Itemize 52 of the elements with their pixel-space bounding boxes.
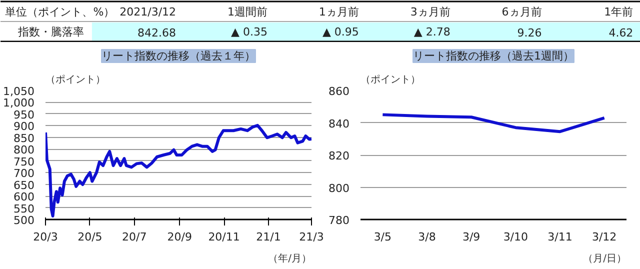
x-tick-label: 20/9 xyxy=(167,230,192,244)
x-axis-title: （月/日） xyxy=(583,254,627,264)
x-tick-label: 3/5 xyxy=(374,230,392,244)
x-tick-label: 3/8 xyxy=(418,230,436,244)
y-tick-label: 1,000 xyxy=(3,96,35,110)
y-axis-title: （ポイント） xyxy=(360,74,420,86)
y-axis-title: （ポイント） xyxy=(46,74,106,86)
x-tick-label: 21/1 xyxy=(256,230,281,244)
x-tick-label: 20/3 xyxy=(33,230,58,244)
y-tick-label: 860 xyxy=(328,85,350,98)
text: 単位（ポイント、%） xyxy=(5,6,115,19)
x-axis-title: （年/月） xyxy=(268,252,312,264)
y-tick-label: 500 xyxy=(14,214,35,227)
text: ▲ 0.95 xyxy=(322,26,359,38)
y-tick-label: 550 xyxy=(14,202,35,216)
y-tick-label: 840 xyxy=(328,117,350,130)
x-tick-label: 20/7 xyxy=(122,230,147,244)
y-tick-label: 950 xyxy=(14,108,35,122)
x-tick-label: 3/9 xyxy=(462,230,480,244)
line-series xyxy=(381,113,606,134)
text: 2021/3/12 xyxy=(120,6,176,19)
y-tick-label: 750 xyxy=(14,155,35,168)
y-tick-label: 800 xyxy=(328,182,350,195)
text: ▲ 0.35 xyxy=(231,26,268,38)
y-tick-label: 650 xyxy=(14,178,35,192)
x-tick-label: 3/12 xyxy=(592,230,617,244)
x-tick-label: 3/11 xyxy=(548,230,572,244)
line-series xyxy=(46,124,312,218)
text: 6ヵ月前 xyxy=(502,6,542,19)
y-tick-label: 850 xyxy=(14,132,35,145)
chart-title: リート指数の推移（過去1週間） xyxy=(413,50,574,62)
chart-title: リート指数の推移（過去１年） xyxy=(102,50,256,62)
text: ▲ 2.78 xyxy=(414,26,450,38)
text: 指数・騰落率 xyxy=(16,26,84,38)
y-tick-label: 1,050 xyxy=(3,85,35,98)
y-tick-label: 780 xyxy=(328,214,350,227)
text: 1年前 xyxy=(604,6,634,19)
y-tick-label: 700 xyxy=(14,167,35,180)
y-tick-label: 600 xyxy=(14,190,35,204)
y-tick-label: 820 xyxy=(328,150,350,162)
y-tick-label: 900 xyxy=(14,120,35,134)
x-tick-label: 21/3 xyxy=(299,230,324,244)
y-tick-label: 800 xyxy=(14,144,35,157)
text: 4.62 xyxy=(608,26,634,40)
x-tick-label: 3/10 xyxy=(503,230,528,244)
text: 842.68 xyxy=(138,26,176,40)
x-tick-label: 20/11 xyxy=(208,230,240,244)
text: 1ヵ月前 xyxy=(318,6,359,19)
text: 3ヵ月前 xyxy=(410,6,450,19)
x-tick-label: 20/5 xyxy=(78,230,102,244)
text: 1週間前 xyxy=(227,6,268,19)
text: 9.26 xyxy=(517,26,542,40)
